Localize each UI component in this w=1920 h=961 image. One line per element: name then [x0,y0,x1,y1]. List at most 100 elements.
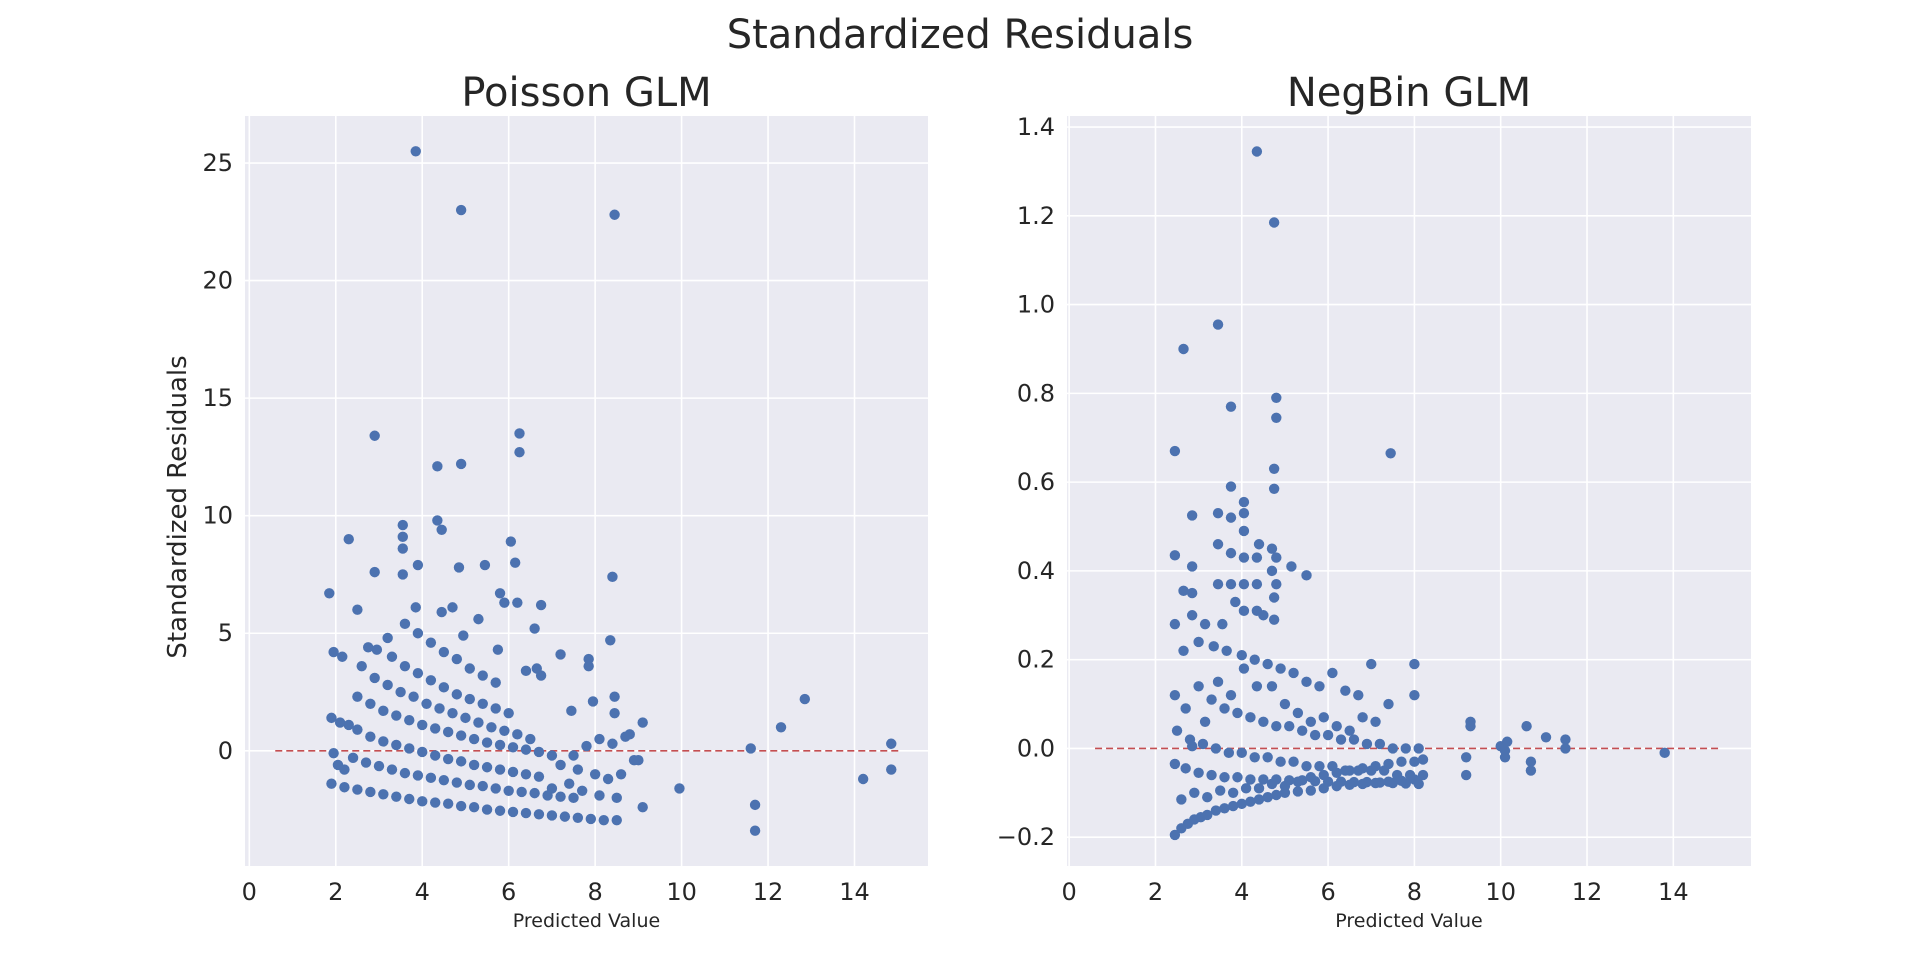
data-point [1236,650,1247,661]
data-point [399,767,411,779]
data-point [535,599,547,611]
data-point [447,707,458,719]
data-point [417,719,428,731]
data-point [455,730,467,741]
figure-suptitle: Standardized Residuals [727,12,1194,58]
data-point [576,785,588,796]
data-point [1258,774,1269,785]
data-point [1178,343,1189,355]
y-tick-label: 5 [218,619,233,647]
data-point [520,744,532,755]
data-point [1199,618,1211,630]
data-point [572,764,584,775]
data-point [410,602,421,613]
data-point [1176,794,1187,805]
data-point [378,789,389,800]
data-point [1169,689,1181,701]
data-point [1245,712,1256,723]
data-point [373,760,385,772]
data-point [1219,803,1230,814]
x-tick-label: 10 [666,878,697,906]
data-point [494,588,506,599]
data-point [451,689,463,700]
data-point [432,461,443,472]
data-point [546,810,558,821]
data-point [1169,445,1181,457]
data-point [1296,725,1308,736]
data-point [397,519,408,531]
data-point [412,628,424,639]
data-point [1292,707,1304,719]
data-point [1193,767,1204,779]
data-point [620,731,631,742]
data-point [386,764,398,775]
data-point [455,458,467,470]
data-point [412,559,424,571]
data-point [589,769,601,780]
data-point [1275,756,1286,767]
data-point [1214,785,1226,796]
data-point [1169,829,1181,841]
data-point [516,786,527,798]
data-point [1178,585,1189,597]
data-point [362,642,374,653]
data-point [477,780,488,792]
data-point [464,663,475,674]
data-point [546,750,558,761]
y-tick-label: 25 [202,149,233,177]
data-point [1186,587,1198,599]
data-point [481,804,493,815]
data-point [1309,729,1321,741]
data-point [1238,507,1250,519]
data-point [343,533,354,545]
data-point [1353,689,1364,701]
data-point [451,653,463,665]
data-point [1409,774,1420,785]
y-tick-label: 1.2 [1017,202,1055,230]
x-tick-label: 6 [501,878,516,906]
data-point [399,660,411,672]
data-point [417,746,428,758]
data-point [749,825,761,836]
data-point [1370,777,1381,789]
data-point [386,651,398,662]
data-point [533,746,545,758]
data-point [468,802,480,813]
data-point [1292,776,1304,787]
data-point [1212,507,1224,519]
data-point [499,725,510,737]
data-point [1501,736,1513,747]
data-point [1314,681,1325,692]
data-point [1460,752,1472,763]
x-tick-label: 6 [1320,878,1335,906]
data-point [365,731,376,742]
data-point [404,715,415,726]
data-point [1560,743,1571,754]
data-point [529,787,540,799]
plot-area [245,116,928,866]
data-point [1212,676,1224,688]
data-point [1344,779,1355,790]
data-point [458,630,469,641]
data-point [382,679,393,691]
data-point [1301,676,1312,688]
data-point [1331,780,1342,792]
data-point [1301,760,1312,772]
y-tick-label: 20 [202,267,233,295]
data-point [1560,734,1571,745]
x-tick-label: 8 [588,878,603,906]
data-point [404,793,415,805]
data-point [1331,767,1342,779]
data-point [1262,792,1273,803]
data-point [1301,570,1312,581]
data-point [499,597,510,608]
data-point [326,712,337,724]
data-point [1318,712,1329,723]
data-point [352,604,363,615]
data-point [1322,729,1334,741]
data-point [369,430,380,441]
data-point [1262,658,1273,670]
data-point [378,736,389,747]
data-point [572,812,584,824]
data-point [886,738,897,749]
